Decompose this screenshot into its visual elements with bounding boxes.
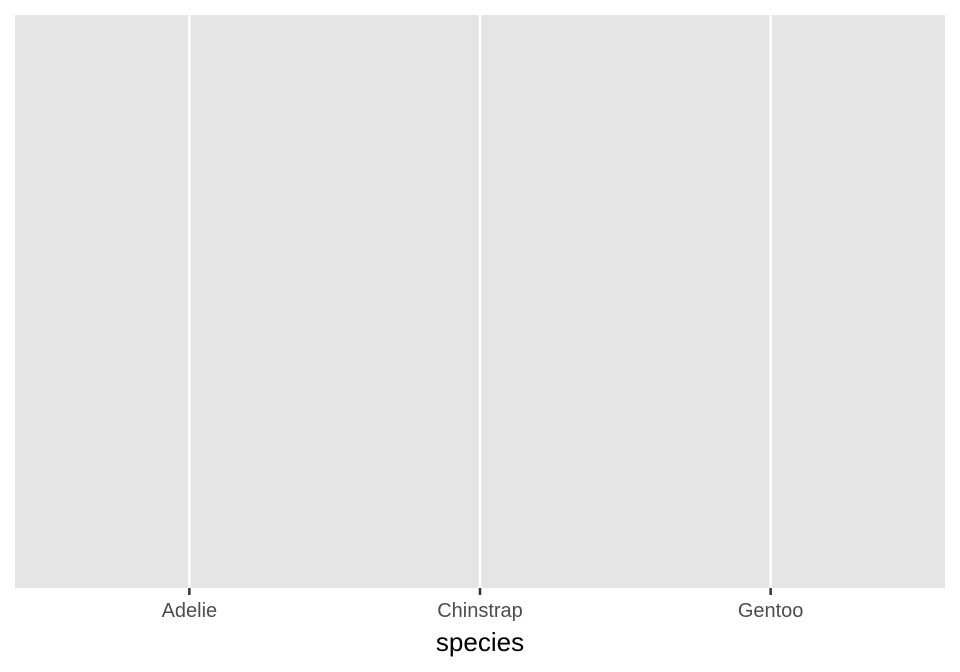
tick-label-adelie: Adelie <box>162 600 218 622</box>
x-axis: Adelie Chinstrap Gentoo <box>162 588 804 622</box>
x-axis-title: species <box>436 627 524 657</box>
tick-label-chinstrap: Chinstrap <box>437 600 523 622</box>
gridlines <box>188 15 772 588</box>
tick-label-gentoo: Gentoo <box>738 600 804 622</box>
